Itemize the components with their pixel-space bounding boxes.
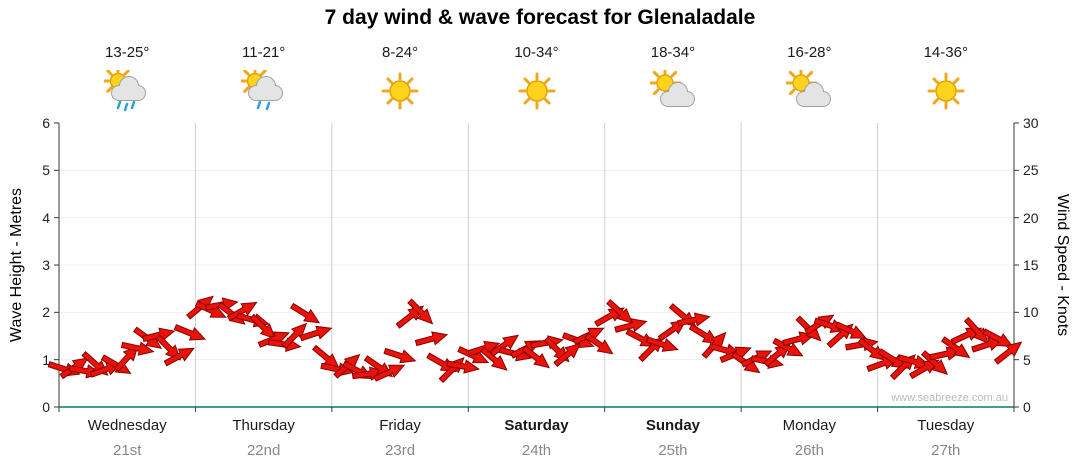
left-tick-label: 2 bbox=[42, 304, 50, 321]
wind-arrow bbox=[163, 347, 195, 367]
wind-arrow bbox=[383, 347, 417, 364]
right-tick-label: 15 bbox=[1023, 257, 1039, 273]
wind-arrow bbox=[606, 298, 634, 324]
temp-range-label: 8-24° bbox=[382, 44, 419, 61]
day-label: Wednesday bbox=[87, 417, 167, 434]
wind-arrow bbox=[257, 331, 291, 348]
left-axis-title: Wave Height - Metres bbox=[8, 187, 25, 343]
wind-arrow bbox=[920, 350, 949, 375]
right-tick-label: 10 bbox=[1023, 304, 1039, 321]
wind-arrow bbox=[645, 336, 679, 352]
weather-icon bbox=[377, 70, 423, 112]
page-title: 7 day wind & wave forecast for Glenalada… bbox=[324, 6, 756, 29]
day-label: Saturday bbox=[504, 417, 569, 434]
temp-range-label: 11-21° bbox=[242, 44, 286, 61]
sun-cloud-rain-icon bbox=[104, 70, 147, 112]
day-label: Sunday bbox=[645, 417, 701, 434]
date-label: 21st bbox=[113, 442, 142, 459]
wind-arrow bbox=[857, 337, 886, 361]
wind-arrow bbox=[120, 341, 155, 356]
wind-arrow bbox=[141, 327, 176, 343]
wind-arrow bbox=[963, 316, 989, 345]
sun-icon bbox=[518, 72, 555, 110]
wind-arrow bbox=[299, 325, 333, 342]
right-tick-label: 5 bbox=[1023, 351, 1031, 368]
wind-arrow bbox=[772, 337, 804, 357]
date-label: 26th bbox=[794, 442, 824, 459]
day-label: Friday bbox=[379, 417, 421, 434]
wind-arrow bbox=[982, 328, 1014, 347]
sun-icon bbox=[381, 72, 419, 110]
wind-arrow bbox=[226, 301, 258, 322]
wind-arrow bbox=[281, 322, 308, 350]
left-tick-label: 3 bbox=[42, 257, 50, 273]
left-tick-label: 0 bbox=[42, 399, 50, 415]
wind-arrow bbox=[407, 298, 434, 325]
temp-range-label: 13-25° bbox=[105, 44, 150, 61]
wind-arrow bbox=[584, 332, 614, 355]
date-label: 22nd bbox=[246, 442, 281, 459]
wind-arrow bbox=[320, 362, 354, 377]
watermark: www.seabreeze.com.au bbox=[891, 392, 1008, 404]
sun-icon bbox=[927, 72, 965, 110]
temp-range-label: 14-36° bbox=[923, 44, 968, 61]
wind-arrow bbox=[113, 345, 139, 373]
date-label: 25th bbox=[658, 442, 688, 459]
right-tick-label: 25 bbox=[1023, 162, 1039, 179]
left-tick-label: 4 bbox=[42, 209, 50, 226]
weather-icon bbox=[923, 70, 969, 112]
sun-cloud-showers-icon bbox=[240, 70, 283, 111]
wind-arrow bbox=[249, 313, 277, 340]
wind-arrow bbox=[489, 334, 520, 357]
day-label: Thursday bbox=[232, 417, 295, 434]
wind-arrow bbox=[677, 312, 711, 327]
wind-arrow bbox=[479, 346, 508, 371]
left-tick-label: 6 bbox=[42, 115, 50, 131]
wind-arrow bbox=[940, 336, 971, 359]
temp-range-label: 10-34° bbox=[514, 44, 559, 61]
wind-arrow bbox=[993, 341, 1023, 365]
right-axis-title: Wind Speed - Knots bbox=[1054, 193, 1071, 337]
left-tick-label: 1 bbox=[42, 351, 50, 368]
temp-range-label: 18-34° bbox=[650, 44, 696, 61]
wind-arrow bbox=[521, 345, 551, 369]
temp-range-label: 16-28° bbox=[787, 44, 832, 61]
date-label: 23rd bbox=[385, 442, 416, 459]
wind-arrow bbox=[414, 331, 449, 347]
sun-cloud-icon bbox=[649, 70, 695, 107]
left-tick-label: 5 bbox=[42, 162, 50, 179]
date-label: 27th bbox=[931, 442, 961, 459]
date-label: 24th bbox=[521, 442, 552, 459]
weather-icon bbox=[514, 70, 560, 112]
wind-arrow bbox=[553, 342, 582, 367]
wind-arrow bbox=[835, 321, 867, 339]
day-label: Tuesday bbox=[917, 417, 975, 434]
wind-arrow bbox=[614, 318, 648, 333]
weather-icon bbox=[104, 70, 150, 112]
weather-icon bbox=[649, 70, 696, 112]
wind-arrow bbox=[173, 324, 207, 341]
wind-arrow bbox=[446, 359, 480, 374]
right-tick-label: 20 bbox=[1023, 209, 1039, 226]
sun-cloud-icon bbox=[786, 70, 832, 107]
day-label: Monday bbox=[782, 417, 837, 434]
wind-arrow bbox=[373, 364, 406, 382]
weather-icon bbox=[240, 70, 287, 112]
weather-icon bbox=[786, 70, 832, 112]
wind-arrow bbox=[289, 302, 321, 324]
right-tick-label: 30 bbox=[1023, 115, 1039, 131]
right-tick-label: 0 bbox=[1023, 399, 1031, 415]
